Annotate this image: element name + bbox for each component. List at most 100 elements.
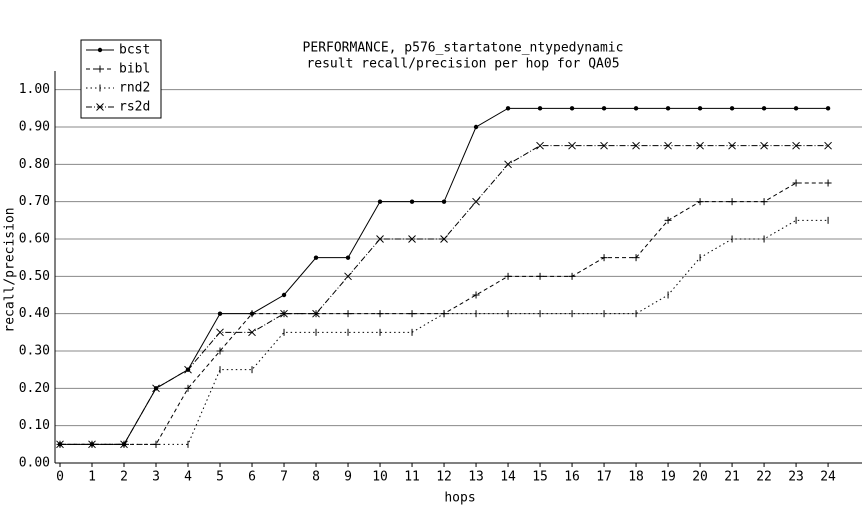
point xyxy=(600,141,608,150)
x-tick-label: 8 xyxy=(312,470,320,485)
x-tick-label: 0 xyxy=(56,470,64,485)
marker-dot xyxy=(729,106,735,111)
point xyxy=(536,141,544,150)
point xyxy=(697,106,703,111)
marker-dot xyxy=(505,106,511,111)
point xyxy=(792,141,800,150)
marker-stroke xyxy=(536,141,544,150)
point xyxy=(152,384,160,393)
point xyxy=(473,124,479,130)
point xyxy=(345,255,351,260)
y-tick-label: 0.50 xyxy=(19,269,50,284)
point xyxy=(408,235,416,243)
legend-label: rnd2 xyxy=(119,81,150,96)
point xyxy=(665,106,671,111)
point xyxy=(569,106,575,111)
x-tick-label: 18 xyxy=(628,470,644,485)
marker-dot xyxy=(217,311,223,316)
point xyxy=(312,309,320,318)
marker-stroke xyxy=(824,141,832,150)
point xyxy=(313,255,319,260)
marker-stroke xyxy=(696,141,704,150)
point xyxy=(536,272,544,280)
point xyxy=(441,199,447,204)
legend-box xyxy=(80,39,162,119)
point xyxy=(633,106,639,111)
y-tick-label: 0.80 xyxy=(19,157,50,172)
legend: bcst bibl rnd2 rs2d xyxy=(80,39,162,119)
point xyxy=(696,198,704,206)
chart-subtitle: result recall/precision per hop for QA05 xyxy=(306,57,619,72)
marker-dot xyxy=(97,47,103,53)
point xyxy=(184,365,192,374)
marker-stroke xyxy=(248,328,256,337)
point xyxy=(824,141,832,150)
y-tick-label: 0.20 xyxy=(19,381,50,396)
y-tick-label: 0.70 xyxy=(19,194,50,209)
point xyxy=(377,199,383,204)
point xyxy=(280,309,288,318)
marker-dot xyxy=(633,106,639,111)
x-tick-label: 6 xyxy=(248,470,256,485)
y-axis-label: recall/precision xyxy=(3,207,18,332)
y-tick-label: 0.60 xyxy=(19,232,50,247)
x-tick-label: 24 xyxy=(820,470,836,485)
marker-dot xyxy=(473,124,479,130)
point xyxy=(793,106,799,111)
x-tick-label: 4 xyxy=(184,470,192,485)
x-tick-label: 9 xyxy=(344,470,352,485)
point xyxy=(344,310,352,318)
point xyxy=(216,347,224,355)
marker-dot xyxy=(313,255,319,260)
x-tick-label: 12 xyxy=(436,470,452,485)
point xyxy=(600,254,608,262)
y-tick-label: 1.00 xyxy=(19,82,50,97)
marker-dot xyxy=(761,106,767,111)
point xyxy=(440,235,448,243)
point xyxy=(825,106,831,111)
marker-dot xyxy=(793,106,799,111)
marker-stroke xyxy=(376,235,384,243)
marker-stroke xyxy=(216,328,224,337)
marker-stroke xyxy=(504,160,512,169)
x-tick-label: 11 xyxy=(404,470,420,485)
marker-stroke xyxy=(760,141,768,150)
point xyxy=(472,291,480,299)
marker-stroke xyxy=(664,141,672,150)
point xyxy=(96,65,104,73)
marker-stroke xyxy=(184,365,192,374)
x-tick-label: 14 xyxy=(500,470,516,485)
point xyxy=(632,254,640,262)
marker-stroke xyxy=(632,141,640,150)
point xyxy=(216,328,224,337)
point xyxy=(344,272,352,281)
point xyxy=(472,197,480,206)
marker-stroke xyxy=(568,141,576,150)
marker-stroke xyxy=(88,440,96,449)
point xyxy=(761,106,767,111)
point xyxy=(248,328,256,337)
x-tick-label: 1 xyxy=(88,470,96,485)
x-tick-label: 2 xyxy=(120,470,128,485)
marker-stroke xyxy=(472,197,480,206)
x-tick-label: 19 xyxy=(660,470,676,485)
x-tick-label: 16 xyxy=(564,470,580,485)
point xyxy=(632,141,640,150)
point xyxy=(409,199,415,204)
point xyxy=(696,141,704,150)
marker-dot xyxy=(409,199,415,204)
marker-dot xyxy=(345,255,351,260)
marker-dot xyxy=(825,106,831,111)
marker-dot xyxy=(441,199,447,204)
series-line xyxy=(60,145,829,445)
point xyxy=(568,141,576,150)
point xyxy=(184,384,192,392)
x-tick-label: 20 xyxy=(692,470,708,485)
point xyxy=(120,440,128,449)
x-tick-label: 13 xyxy=(468,470,484,485)
legend-label: bibl xyxy=(119,62,150,77)
point xyxy=(248,310,256,318)
point xyxy=(97,47,103,53)
marker-stroke xyxy=(728,141,736,150)
marker-stroke xyxy=(96,103,104,111)
